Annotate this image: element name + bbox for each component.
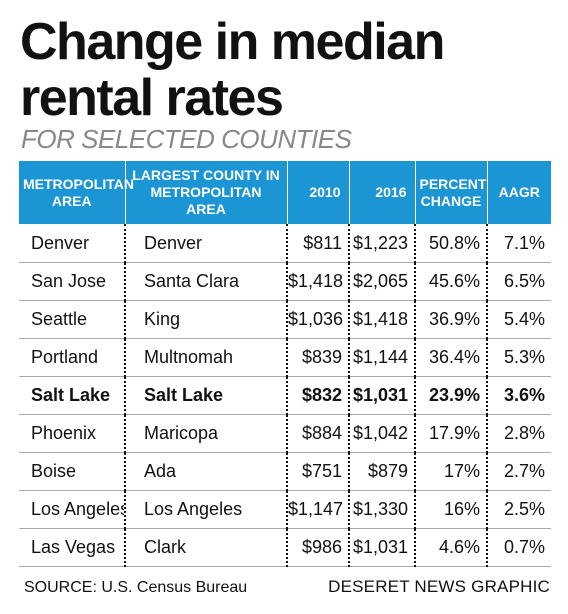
cell-aagr: 2.8% xyxy=(486,414,551,453)
cell-rent-2016: $1,144 xyxy=(348,338,415,377)
cell-aagr: 0.7% xyxy=(486,528,551,567)
cell-rent-2016: $1,042 xyxy=(348,414,415,453)
cell-aagr: 3.6% xyxy=(486,376,551,415)
cell-county: Santa Clara xyxy=(124,262,287,301)
table-row: San Jose Santa Clara $1,418 $2,065 45.6% 6.5% xyxy=(19,262,551,301)
header-percent-change: PERCENT CHANGE xyxy=(414,161,487,224)
cell-metro-area: Portland xyxy=(19,338,125,377)
table-row: Los Angeles Los Angeles $1,147 $1,330 16% 2.5… xyxy=(19,490,551,529)
cell-percent-change: 17% xyxy=(414,452,487,491)
header-2010: 2010 xyxy=(286,161,349,224)
header-largest-county: LARGEST COUNTY IN METROPOLITAN AREA xyxy=(124,161,287,224)
cell-aagr: 5.4% xyxy=(486,300,551,339)
cell-percent-change: 23.9% xyxy=(414,376,487,415)
cell-rent-2010: $884 xyxy=(286,414,349,453)
table-row: Boise Ada $751 $879 17% 2.7% xyxy=(19,452,551,491)
cell-rent-2010: $839 xyxy=(286,338,349,377)
cell-county: Denver xyxy=(124,224,287,263)
header-2016: 2016 xyxy=(348,161,415,224)
cell-metro-area: Seattle xyxy=(19,300,125,339)
cell-rent-2016: $1,031 xyxy=(348,528,415,567)
cell-rent-2010: $1,418 xyxy=(286,262,349,301)
cell-rent-2016: $879 xyxy=(348,452,415,491)
cell-metro-area: Denver xyxy=(19,224,125,263)
cell-county: King xyxy=(124,300,287,339)
table-header-row: METROPOLITAN AREA LARGEST COUNTY IN METR… xyxy=(19,161,551,224)
cell-aagr: 2.5% xyxy=(486,490,551,529)
header-aagr: AAGR xyxy=(486,161,551,224)
cell-county: Los Angeles xyxy=(124,490,287,529)
cell-county: Multnomah xyxy=(124,338,287,377)
rental-rates-table: METROPOLITAN AREA LARGEST COUNTY IN METR… xyxy=(19,161,551,567)
cell-percent-change: 17.9% xyxy=(414,414,487,453)
cell-metro-area: Salt Lake xyxy=(19,376,125,415)
cell-percent-change: 36.9% xyxy=(414,300,487,339)
source-note: SOURCE: U.S. Census Bureau xyxy=(24,579,248,596)
cell-metro-area: San Jose xyxy=(19,262,125,301)
cell-aagr: 2.7% xyxy=(486,452,551,491)
cell-metro-area: Phoenix xyxy=(19,414,125,453)
cell-percent-change: 4.6% xyxy=(414,528,487,567)
chart-title: Change in median rental rates xyxy=(20,13,445,127)
table-row: Denver Denver $811 $1,223 50.8% 7.1% xyxy=(19,224,551,263)
cell-metro-area: Boise xyxy=(19,452,125,491)
cell-aagr: 6.5% xyxy=(486,262,551,301)
cell-percent-change: 16% xyxy=(414,490,487,529)
cell-aagr: 5.3% xyxy=(486,338,551,377)
table-row: Salt Lake Salt Lake $832 $1,031 23.9% 3.6% xyxy=(19,376,551,415)
cell-percent-change: 45.6% xyxy=(414,262,487,301)
table-row: Las Vegas Clark $986 $1,031 4.6% 0.7% xyxy=(19,528,551,567)
cell-rent-2010: $751 xyxy=(286,452,349,491)
cell-aagr: 7.1% xyxy=(486,224,551,263)
cell-county: Clark xyxy=(124,528,287,567)
cell-rent-2010: $811 xyxy=(286,224,349,263)
cell-percent-change: 36.4% xyxy=(414,338,487,377)
cell-rent-2016: $1,031 xyxy=(348,376,415,415)
cell-county: Maricopa xyxy=(124,414,287,453)
cell-metro-area: Los Angeles xyxy=(19,490,125,529)
cell-rent-2016: $1,223 xyxy=(348,224,415,263)
cell-rent-2016: $1,418 xyxy=(348,300,415,339)
cell-percent-change: 50.8% xyxy=(414,224,487,263)
table-row: Portland Multnomah $839 $1,144 36.4% 5.3% xyxy=(19,338,551,377)
table-body: Denver Denver $811 $1,223 50.8% 7.1% San Jose S… xyxy=(19,224,551,567)
cell-rent-2016: $2,065 xyxy=(348,262,415,301)
graphic-credit: DESERET NEWS GRAPHIC xyxy=(328,577,550,596)
cell-metro-area: Las Vegas xyxy=(19,528,125,567)
header-metropolitan-area: METROPOLITAN AREA xyxy=(19,161,134,224)
cell-county: Ada xyxy=(124,452,287,491)
table-row: Seattle King $1,036 $1,418 36.9% 5.4% xyxy=(19,300,551,339)
cell-rent-2010: $986 xyxy=(286,528,349,567)
chart-subtitle: FOR SELECTED COUNTIES xyxy=(21,124,352,154)
cell-county: Salt Lake xyxy=(124,376,287,415)
cell-rent-2016: $1,330 xyxy=(348,490,415,529)
cell-rent-2010: $1,147 xyxy=(286,490,349,529)
cell-rent-2010: $832 xyxy=(286,376,349,415)
table-row: Phoenix Maricopa $884 $1,042 17.9% 2.8% xyxy=(19,414,551,453)
cell-rent-2010: $1,036 xyxy=(286,300,349,339)
